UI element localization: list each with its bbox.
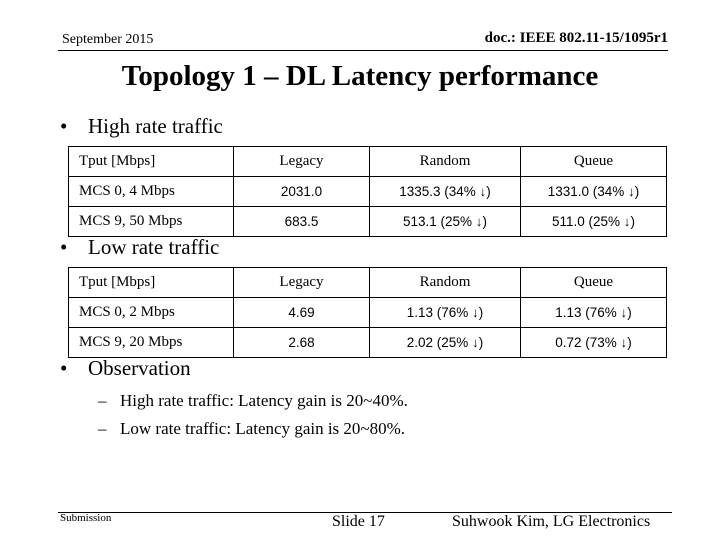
column-header: Queue — [520, 146, 667, 177]
table-row: MCS 9, 50 Mbps 683.5 513.1 (25% ↓) 511.0… — [68, 206, 667, 237]
footer-slide-number: Slide 17 — [332, 513, 385, 530]
table-cell: 1331.0 (34% ↓) — [520, 176, 667, 207]
table-row: MCS 0, 2 Mbps 4.69 1.13 (76% ↓) 1.13 (76… — [68, 297, 667, 328]
bullet-mark: • — [60, 235, 68, 259]
table-cell: 1335.3 (34% ↓) — [369, 176, 521, 207]
observation-text: High rate traffic: Latency gain is 20~40… — [120, 391, 408, 410]
slide-title: Topology 1 – DL Latency performance — [121, 60, 599, 92]
table-cell: 4.69 — [233, 297, 370, 328]
observation-text: Low rate traffic: Latency gain is 20~80%… — [120, 419, 406, 438]
table-cell: MCS 0, 4 Mbps — [68, 176, 234, 207]
bullet-low-rate-label: Low rate traffic — [88, 235, 220, 259]
column-header: Legacy — [233, 146, 370, 177]
table-cell: 513.1 (25% ↓) — [369, 206, 521, 237]
column-header: Tput [Mbps] — [68, 267, 234, 298]
column-header: Legacy — [233, 267, 370, 298]
bullet-observation: • Observation — [60, 356, 191, 381]
bullet-mark: • — [60, 114, 68, 138]
column-header: Random — [369, 267, 521, 298]
table-cell: 683.5 — [233, 206, 370, 237]
table-cell: 0.72 (73% ↓) — [520, 327, 667, 358]
table-row: MCS 0, 4 Mbps 2031.0 1335.3 (34% ↓) 1331… — [68, 176, 667, 207]
bullet-high-rate-label: High rate traffic — [88, 114, 223, 138]
footer-submission: Submission — [60, 512, 112, 524]
table-cell: 511.0 (25% ↓) — [520, 206, 667, 237]
bullet-low-rate: • Low rate traffic — [60, 235, 219, 260]
table-cell: MCS 0, 2 Mbps — [68, 297, 234, 328]
table-header-row: Tput [Mbps] Legacy Random Queue — [68, 146, 667, 177]
table-cell: 2031.0 — [233, 176, 370, 207]
low-rate-table: Tput [Mbps] Legacy Random Queue MCS 0, 2… — [68, 267, 667, 358]
dash-mark: – — [98, 419, 107, 438]
table-cell: 1.13 (76% ↓) — [369, 297, 521, 328]
table-cell: 1.13 (76% ↓) — [520, 297, 667, 328]
header-date: September 2015 — [62, 32, 154, 47]
table-cell: MCS 9, 20 Mbps — [68, 327, 234, 358]
bullet-mark: • — [60, 356, 68, 380]
table-row: MCS 9, 20 Mbps 2.68 2.02 (25% ↓) 0.72 (7… — [68, 327, 667, 358]
footer-divider — [58, 512, 672, 513]
observation-item: – Low rate traffic: Latency gain is 20~80… — [98, 419, 405, 439]
table-cell: 2.68 — [233, 327, 370, 358]
bullet-observation-label: Observation — [88, 356, 191, 380]
table-cell: MCS 9, 50 Mbps — [68, 206, 234, 237]
table-cell: 2.02 (25% ↓) — [369, 327, 521, 358]
footer-author: Suhwook Kim, LG Electronics — [452, 513, 651, 530]
table-header-row: Tput [Mbps] Legacy Random Queue — [68, 267, 667, 298]
header-divider — [58, 50, 668, 51]
column-header: Queue — [520, 267, 667, 298]
observation-item: – High rate traffic: Latency gain is 20~4… — [98, 391, 408, 411]
bullet-high-rate: • High rate traffic — [60, 114, 223, 139]
high-rate-table: Tput [Mbps] Legacy Random Queue MCS 0, 4… — [68, 146, 667, 237]
dash-mark: – — [98, 391, 107, 410]
header-doc-id: doc.: IEEE 802.11-15/1095r1 — [484, 30, 668, 46]
column-header: Tput [Mbps] — [68, 146, 234, 177]
column-header: Random — [369, 146, 521, 177]
